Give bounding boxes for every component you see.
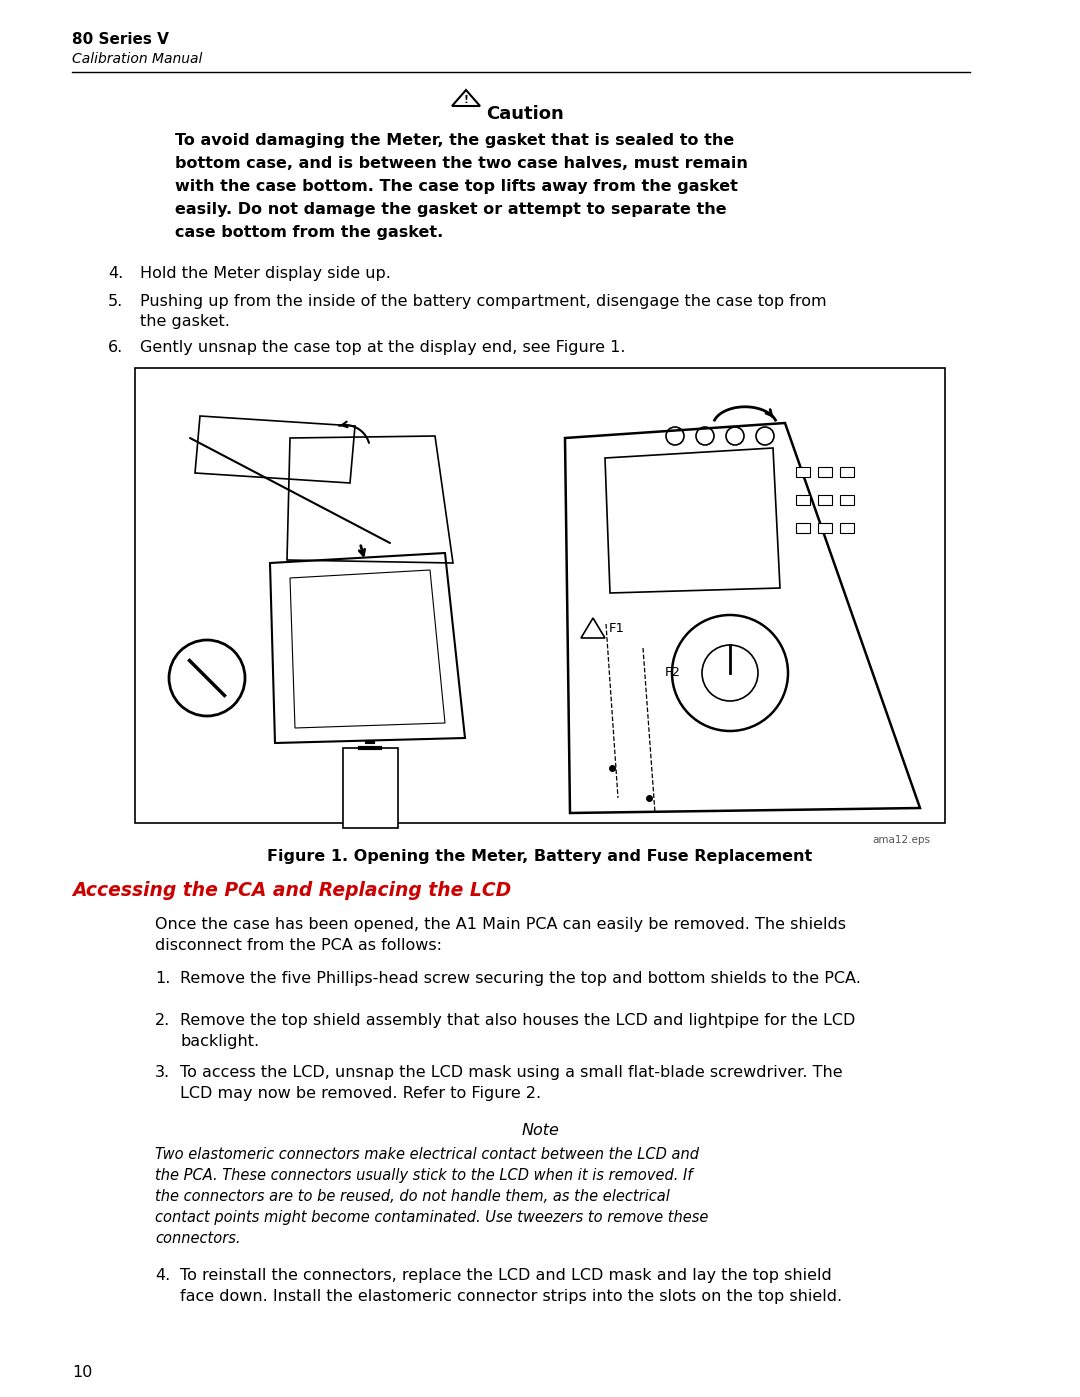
Text: bottom case, and is between the two case halves, must remain: bottom case, and is between the two case…	[175, 156, 747, 170]
Text: To reinstall the connectors, replace the LCD and LCD mask and lay the top shield: To reinstall the connectors, replace the…	[180, 1268, 832, 1282]
Text: contact points might become contaminated. Use tweezers to remove these: contact points might become contaminated…	[156, 1210, 708, 1225]
Bar	[840, 495, 854, 504]
Text: F2: F2	[665, 666, 681, 679]
Text: easily. Do not damage the gasket or attempt to separate the: easily. Do not damage the gasket or atte…	[175, 203, 727, 217]
Text: 5.: 5.	[108, 293, 123, 309]
Text: Note: Note	[521, 1123, 559, 1139]
Text: face down. Install the elastomeric connector strips into the slots on the top sh: face down. Install the elastomeric conne…	[180, 1289, 842, 1303]
Text: 4.: 4.	[108, 265, 123, 281]
Text: Caution: Caution	[486, 105, 564, 123]
Bar	[796, 495, 810, 504]
Text: Pushing up from the inside of the battery compartment, disengage the case top fr: Pushing up from the inside of the batter…	[140, 293, 826, 309]
Text: Remove the top shield assembly that also houses the LCD and lightpipe for the LC: Remove the top shield assembly that also…	[180, 1013, 855, 1028]
Text: Accessing the PCA and Replacing the LCD: Accessing the PCA and Replacing the LCD	[72, 882, 511, 900]
Text: the connectors are to be reused, do not handle them, as the electrical: the connectors are to be reused, do not …	[156, 1189, 670, 1204]
Text: 3.: 3.	[156, 1065, 171, 1080]
Text: the gasket.: the gasket.	[140, 314, 230, 330]
Text: To avoid damaging the Meter, the gasket that is sealed to the: To avoid damaging the Meter, the gasket …	[175, 133, 734, 148]
Text: disconnect from the PCA as follows:: disconnect from the PCA as follows:	[156, 937, 442, 953]
Text: Gently unsnap the case top at the display end, see Figure 1.: Gently unsnap the case top at the displa…	[140, 339, 625, 355]
Bar	[840, 522, 854, 534]
Text: Once the case has been opened, the A1 Main PCA can easily be removed. The shield: Once the case has been opened, the A1 Ma…	[156, 916, 846, 932]
Text: 80 Series V: 80 Series V	[72, 32, 168, 47]
Text: 2.: 2.	[156, 1013, 171, 1028]
Text: 6.: 6.	[108, 339, 123, 355]
Bar	[840, 467, 854, 476]
Text: LCD may now be removed. Refer to Figure 2.: LCD may now be removed. Refer to Figure …	[180, 1085, 541, 1101]
Text: Two elastomeric connectors make electrical contact between the LCD and: Two elastomeric connectors make electric…	[156, 1147, 699, 1162]
Text: backlight.: backlight.	[180, 1034, 259, 1049]
Text: the PCA. These connectors usually stick to the LCD when it is removed. If: the PCA. These connectors usually stick …	[156, 1168, 692, 1183]
Bar	[796, 522, 810, 534]
Bar	[343, 747, 399, 828]
Bar	[796, 467, 810, 476]
Text: case bottom from the gasket.: case bottom from the gasket.	[175, 225, 443, 240]
Bar	[818, 522, 832, 534]
Text: Remove the five Phillips-head screw securing the top and bottom shields to the P: Remove the five Phillips-head screw secu…	[180, 971, 861, 986]
Text: connectors.: connectors.	[156, 1231, 241, 1246]
Text: 10: 10	[72, 1365, 93, 1380]
Text: 1.: 1.	[156, 971, 171, 986]
Text: ama12.eps: ama12.eps	[872, 835, 930, 845]
Text: F1: F1	[609, 622, 625, 634]
Bar	[135, 367, 945, 823]
Text: Figure 1. Opening the Meter, Battery and Fuse Replacement: Figure 1. Opening the Meter, Battery and…	[268, 849, 812, 863]
Text: Calibration Manual: Calibration Manual	[72, 52, 202, 66]
Text: Hold the Meter display side up.: Hold the Meter display side up.	[140, 265, 391, 281]
Bar	[818, 495, 832, 504]
Text: with the case bottom. The case top lifts away from the gasket: with the case bottom. The case top lifts…	[175, 179, 738, 194]
Text: To access the LCD, unsnap the LCD mask using a small flat-blade screwdriver. The: To access the LCD, unsnap the LCD mask u…	[180, 1065, 842, 1080]
Text: 4.: 4.	[156, 1268, 171, 1282]
Bar	[818, 467, 832, 476]
Text: !: !	[463, 95, 469, 105]
